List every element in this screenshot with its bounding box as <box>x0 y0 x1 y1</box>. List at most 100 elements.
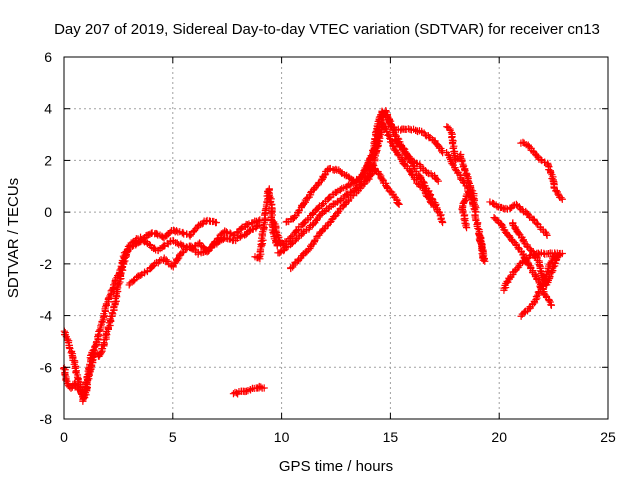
data-point <box>236 232 245 241</box>
data-point <box>395 200 403 208</box>
data-point <box>257 383 265 391</box>
data-point <box>339 202 347 210</box>
data-point <box>469 202 477 210</box>
data-point <box>434 177 442 185</box>
series-arc-1 <box>60 216 264 405</box>
data-point <box>439 218 447 227</box>
data-point <box>424 169 432 177</box>
data-point <box>461 219 469 227</box>
data-point <box>256 221 264 229</box>
data-point <box>130 277 138 285</box>
data-point <box>515 230 523 238</box>
data-point <box>321 171 329 179</box>
series-arc-7 <box>274 120 438 257</box>
x-tick-label: 5 <box>169 429 177 445</box>
x-tick-label: 20 <box>491 429 507 445</box>
series-arc-8 <box>287 164 403 273</box>
data-point <box>364 161 372 169</box>
data-point <box>397 126 405 134</box>
data-point <box>331 212 339 221</box>
y-tick-label: 4 <box>44 101 52 117</box>
data-point <box>260 384 268 392</box>
data-point <box>550 252 558 260</box>
series-arc-13 <box>486 198 551 240</box>
series-arc-12 <box>443 149 489 265</box>
data-point <box>159 233 167 241</box>
data-point <box>332 165 340 173</box>
data-series <box>59 107 566 405</box>
series-arc-16 <box>500 249 566 294</box>
data-point <box>153 230 161 238</box>
data-point <box>389 142 397 150</box>
data-point <box>212 218 220 227</box>
data-point <box>367 171 375 179</box>
data-point <box>558 195 566 203</box>
data-point <box>521 308 529 316</box>
data-point <box>255 217 263 225</box>
series-arc-9 <box>282 107 447 226</box>
x-tick-label: 25 <box>600 429 616 445</box>
data-point <box>360 180 368 188</box>
chart-title: Day 207 of 2019, Sidereal Day-to-day VTE… <box>54 21 600 38</box>
data-point <box>533 220 541 228</box>
x-tick-label: 15 <box>383 429 399 445</box>
data-point <box>67 349 75 357</box>
data-point <box>381 124 390 132</box>
series-arc-17 <box>517 252 558 320</box>
y-tick-label: -6 <box>40 359 53 375</box>
data-point <box>308 210 317 218</box>
data-point <box>137 271 145 280</box>
data-point <box>210 241 218 249</box>
data-point <box>419 178 428 186</box>
data-point <box>394 199 402 207</box>
y-tick-label: 6 <box>44 49 52 65</box>
data-point <box>549 253 557 261</box>
data-point <box>536 267 545 275</box>
y-tick-label: 2 <box>44 152 52 168</box>
y-tick-label: -4 <box>40 308 53 324</box>
data-point <box>90 346 98 354</box>
data-point <box>472 208 480 216</box>
data-point <box>371 135 379 143</box>
y-tick-label: 0 <box>44 204 52 220</box>
series-arc-4 <box>229 382 268 398</box>
data-point <box>430 203 438 211</box>
data-point <box>547 301 556 309</box>
data-point <box>537 156 545 164</box>
data-point <box>558 249 566 258</box>
data-point <box>421 131 430 139</box>
data-point <box>543 231 551 240</box>
y-axis-label: SDTVAR / TECUs <box>5 178 22 298</box>
data-point <box>245 220 253 228</box>
series-arc-10 <box>391 135 442 185</box>
x-axis-ticks: 0 5 10 15 20 25 <box>60 57 616 445</box>
data-point <box>479 247 487 256</box>
y-tick-label: -8 <box>40 411 53 427</box>
data-point <box>394 151 402 159</box>
x-axis-label: GPS time / hours <box>279 458 393 475</box>
series-arc-2 <box>59 216 220 400</box>
data-point <box>172 227 181 235</box>
data-point <box>457 154 465 162</box>
x-tick-label: 10 <box>274 429 290 445</box>
series-arc-3 <box>125 221 264 289</box>
data-point <box>476 231 484 240</box>
y-axis-ticks: -8 -6 -4 -2 0 2 4 6 <box>40 49 608 427</box>
series-arc-18 <box>517 138 566 203</box>
data-point <box>462 224 471 232</box>
x-tick-label: 0 <box>60 429 68 445</box>
data-point <box>165 230 173 238</box>
data-point <box>538 282 546 290</box>
data-point <box>490 213 498 222</box>
data-point <box>385 134 394 142</box>
data-point <box>222 228 230 236</box>
data-point <box>126 243 134 251</box>
data-point <box>326 164 334 173</box>
y-tick-label: -2 <box>40 256 53 272</box>
series-arc-5 <box>251 185 281 263</box>
plot-frame <box>63 56 609 420</box>
data-point <box>367 152 375 160</box>
data-point <box>360 169 368 177</box>
data-point <box>281 244 289 252</box>
